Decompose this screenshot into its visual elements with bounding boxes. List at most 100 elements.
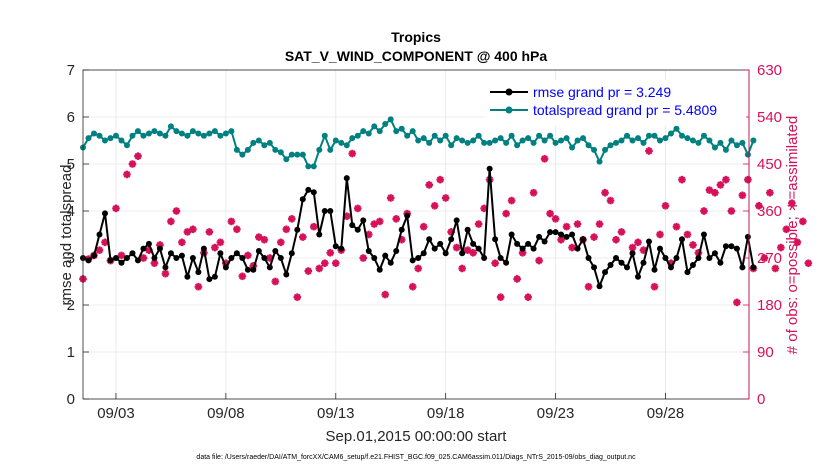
rmse-point: [541, 238, 548, 245]
obs-assimilated-point: [672, 222, 681, 231]
totalspread-point: [733, 142, 740, 149]
obs-assimilated-point: [573, 220, 582, 228]
rmse-point: [277, 255, 284, 261]
totalspread-point: [618, 137, 625, 144]
obs-assimilated-point: [793, 238, 802, 247]
obs-assimilated-point: [172, 207, 181, 215]
totalspread-point: [514, 142, 521, 149]
y-tick-label: 2: [67, 297, 75, 314]
obs-assimilated-point: [766, 188, 774, 197]
totalspread-point: [101, 137, 108, 144]
rmse-point: [602, 269, 609, 276]
totalspread-point: [327, 146, 334, 153]
rmse-point: [640, 259, 647, 266]
obs-assimilated-point: [452, 243, 461, 252]
rmse-point: [376, 266, 383, 273]
totalspread-point: [134, 128, 141, 135]
obs-assimilated-point: [392, 215, 401, 223]
x-tick-label: 09/23: [537, 405, 575, 422]
rmse-point: [398, 226, 405, 233]
totalspread-point: [404, 132, 411, 139]
rmse-point: [689, 262, 696, 269]
obs-assimilated-point: [216, 238, 225, 247]
totalspread-point: [305, 163, 312, 170]
totalspread-point: [299, 151, 306, 158]
obs-assimilated-point: [381, 290, 390, 299]
obs-assimilated-point: [205, 228, 214, 236]
obs-assimilated-point: [359, 254, 368, 262]
rmse-point: [239, 255, 246, 261]
totalspread-point: [321, 132, 328, 139]
obs-assimilated-point: [502, 209, 510, 218]
obs-assimilated-point: [733, 298, 741, 307]
totalspread-point: [167, 123, 174, 130]
rmse-point: [96, 231, 103, 238]
totalspread-point: [728, 137, 735, 144]
rmse-point: [283, 271, 290, 278]
obs-assimilated-point: [645, 147, 653, 155]
obs-assimilated-point: [678, 175, 686, 184]
x-tick-label: 09/03: [97, 405, 135, 422]
totalspread-point: [541, 137, 548, 144]
totalspread-point: [580, 135, 587, 142]
rmse-point: [700, 231, 707, 238]
totalspread-point: [211, 128, 218, 135]
totalspread-point: [195, 130, 202, 137]
legend-spread-label: totalspread grand pr = 5.4809: [533, 102, 717, 118]
rmse-point: [547, 229, 554, 236]
rmse-point: [497, 255, 504, 261]
totalspread-point: [222, 130, 229, 137]
totalspread-point: [145, 130, 152, 137]
totalspread-point: [343, 142, 350, 149]
obs-assimilated-point: [414, 264, 422, 273]
rmse-point: [250, 266, 257, 273]
y-tick-label: 1: [67, 344, 75, 361]
rmse-point: [525, 240, 532, 247]
rmse-point: [305, 186, 312, 193]
totalspread-point: [613, 139, 620, 146]
totalspread-point: [206, 130, 213, 137]
y-tick-label: 4: [67, 203, 75, 220]
obs-assimilated-point: [458, 264, 466, 273]
totalspread-point: [255, 137, 262, 144]
rmse-point: [678, 236, 685, 243]
totalspread-point: [354, 132, 361, 139]
obs-assimilated-point: [529, 188, 538, 197]
totalspread-point: [283, 156, 290, 163]
obs-assimilated-point: [524, 293, 532, 301]
rmse-point: [442, 250, 449, 257]
obs-assimilated-point: [167, 217, 175, 226]
totalspread-point: [519, 137, 526, 144]
obs-assimilated-point: [711, 188, 719, 197]
rmse-point: [475, 245, 482, 252]
obs-assimilated-point: [551, 215, 560, 223]
legend: rmse grand pr = 3.249 totalspread grand …: [484, 80, 746, 126]
totalspread-point: [261, 142, 268, 149]
obs-assimilated-point: [540, 154, 549, 163]
obs-assimilated-point: [326, 248, 335, 257]
totalspread-point: [217, 132, 224, 139]
totalspread-point: [717, 139, 724, 146]
rmse-point: [184, 273, 191, 280]
totalspread-point: [371, 123, 378, 130]
obs-assimilated-point: [95, 246, 104, 254]
obs-assimilated-point: [299, 233, 307, 241]
obs-assimilated-point: [117, 251, 126, 260]
rmse-point: [673, 255, 680, 261]
rmse-point: [129, 250, 136, 257]
totalspread-point: [711, 144, 718, 151]
rmse-point: [574, 245, 581, 252]
obs-assimilated-point: [744, 175, 752, 184]
rmse-point: [651, 266, 658, 273]
obs-assimilated-point: [612, 235, 620, 244]
rmse-point: [420, 250, 427, 257]
obs-assimilated-point: [535, 256, 543, 265]
obs-assimilated-point: [656, 230, 664, 239]
rmse-point: [134, 257, 141, 264]
data-file-footnote: data file: /Users/raeder/DAI/ATM_forcXX/…: [196, 454, 636, 461]
obs-assimilated-point: [650, 282, 659, 291]
rmse-point: [173, 255, 180, 261]
obs-assimilated-point: [788, 199, 796, 207]
totalspread-point: [558, 137, 565, 144]
